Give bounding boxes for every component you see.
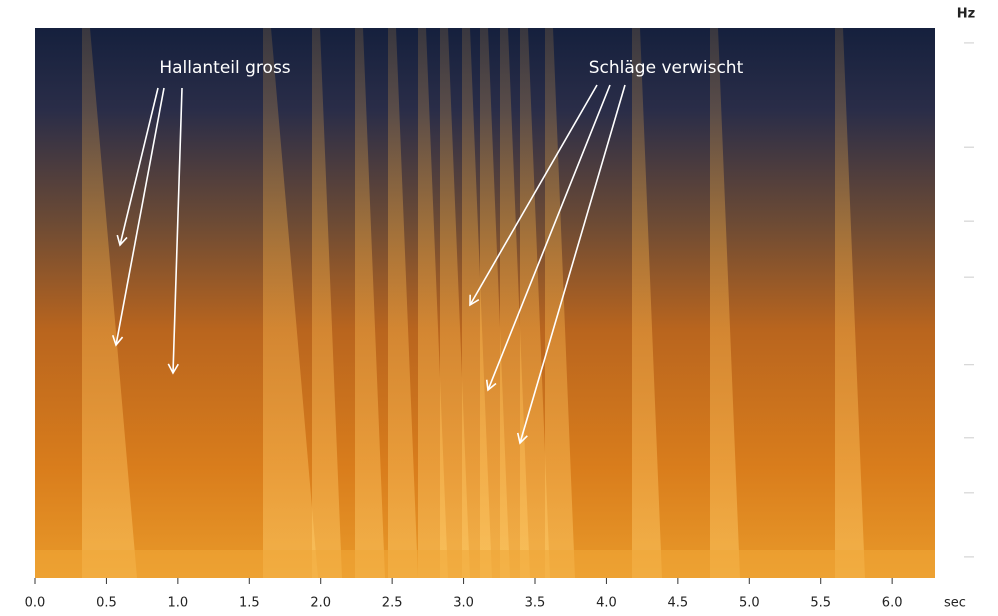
onset-streak: [355, 28, 385, 578]
spectrogram: [35, 28, 935, 578]
onset-streak: [312, 28, 342, 578]
onset-streak: [263, 28, 318, 578]
y-tick-label: 20k: [938, 35, 963, 50]
x-tick-label: 5.0: [739, 596, 760, 611]
x-tick-label: 3.0: [453, 596, 474, 611]
x-tick-label: 6.0: [882, 596, 903, 611]
y-tick-label: 1k: [946, 430, 962, 445]
x-tick-label: 0.5: [96, 596, 117, 611]
y-axis-label: Hz: [957, 7, 975, 22]
y-tick-label: 2k: [946, 357, 962, 372]
annotation-arrow: [116, 87, 159, 247]
onset-streak: [835, 28, 865, 578]
y-tick-label: 10k: [938, 140, 963, 155]
low-band: [35, 550, 935, 578]
x-tick-label: 2.5: [382, 596, 403, 611]
x-tick-label: 2.0: [310, 596, 331, 611]
onset-streak: [82, 28, 137, 578]
y-tick-label: 500: [937, 485, 962, 500]
onset-streak: [388, 28, 418, 578]
annotation-arrow: [111, 87, 165, 347]
x-tick-label: 5.5: [810, 596, 831, 611]
x-tick-label: 1.0: [168, 596, 189, 611]
x-axis-label: sec: [944, 596, 966, 611]
annotation: Schläge verwischt: [589, 58, 744, 78]
y-tick-label: 4k: [946, 270, 962, 285]
x-tick-label: 1.5: [239, 596, 260, 611]
annotation-arrow: [167, 87, 183, 375]
annotation-arrow: [516, 84, 626, 445]
onset-streak: [545, 28, 575, 578]
y-tick-label: 6k: [946, 214, 962, 229]
x-tick-label: 0.0: [25, 596, 46, 611]
annotation-arrow: [469, 84, 598, 307]
onset-streak: [710, 28, 740, 578]
x-tick-label: 4.0: [596, 596, 617, 611]
annotation: Hallanteil gross: [159, 58, 290, 78]
onset-streak: [632, 28, 662, 578]
x-tick-label: 3.5: [525, 596, 546, 611]
y-tick-label: 100: [937, 549, 962, 564]
x-tick-label: 4.5: [668, 596, 689, 611]
annotation-arrow: [485, 84, 611, 392]
